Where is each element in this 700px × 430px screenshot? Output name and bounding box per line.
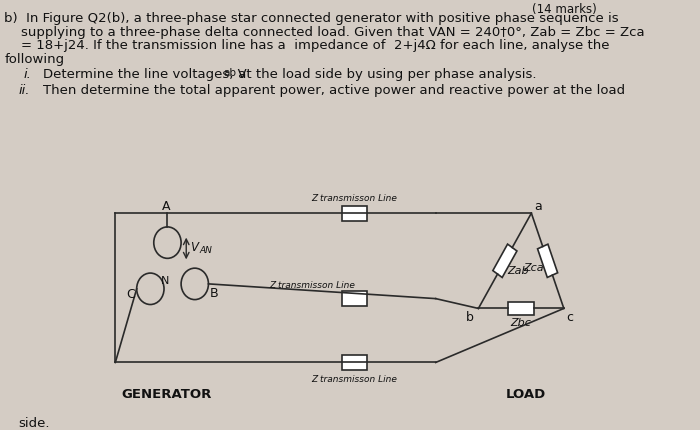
Text: Z transmisson Line: Z transmisson Line xyxy=(312,194,398,203)
Text: side.: side. xyxy=(19,415,50,429)
Text: LOAD: LOAD xyxy=(505,387,545,400)
Text: a: a xyxy=(534,200,542,213)
Text: V: V xyxy=(190,240,197,253)
Text: i.: i. xyxy=(24,68,32,80)
Text: Then determine the total apparent power, active power and reactive power at the : Then determine the total apparent power,… xyxy=(43,84,625,97)
Text: Z transmisson Line: Z transmisson Line xyxy=(269,280,355,289)
Text: at the load side by using per phase analysis.: at the load side by using per phase anal… xyxy=(234,68,537,80)
Text: Zca: Zca xyxy=(523,263,544,273)
Text: N: N xyxy=(160,275,169,286)
Bar xyxy=(342,206,368,221)
Text: Z transmisson Line: Z transmisson Line xyxy=(312,375,398,384)
Text: AN: AN xyxy=(200,246,213,255)
Bar xyxy=(342,355,368,370)
Text: b: b xyxy=(466,311,474,324)
Text: supplying to a three-phase delta connected load. Given that VAN = 240†0°, Zab = : supplying to a three-phase delta connect… xyxy=(4,25,645,38)
Text: Determine the line voltages, V: Determine the line voltages, V xyxy=(43,68,246,80)
Text: A: A xyxy=(162,200,171,213)
Text: (14 marks): (14 marks) xyxy=(531,3,596,16)
Text: = 18+j24. If the transmission line has a  impedance of  2+j4Ω for each line, ana: = 18+j24. If the transmission line has a… xyxy=(4,39,610,52)
Text: Zab: Zab xyxy=(507,266,528,276)
Text: following: following xyxy=(4,53,64,66)
Text: b)  In Figure Q2(b), a three-phase star connected generator with positive phase : b) In Figure Q2(b), a three-phase star c… xyxy=(4,12,619,25)
Text: GENERATOR: GENERATOR xyxy=(121,387,212,400)
Text: Zbc: Zbc xyxy=(511,317,531,327)
Bar xyxy=(538,245,558,278)
Bar xyxy=(342,292,368,306)
Text: ii.: ii. xyxy=(19,84,30,97)
Text: B: B xyxy=(209,286,218,299)
Bar xyxy=(493,245,517,278)
Text: c: c xyxy=(566,311,573,324)
Text: C: C xyxy=(126,288,135,301)
Bar xyxy=(508,302,534,315)
Text: ab: ab xyxy=(224,68,237,77)
